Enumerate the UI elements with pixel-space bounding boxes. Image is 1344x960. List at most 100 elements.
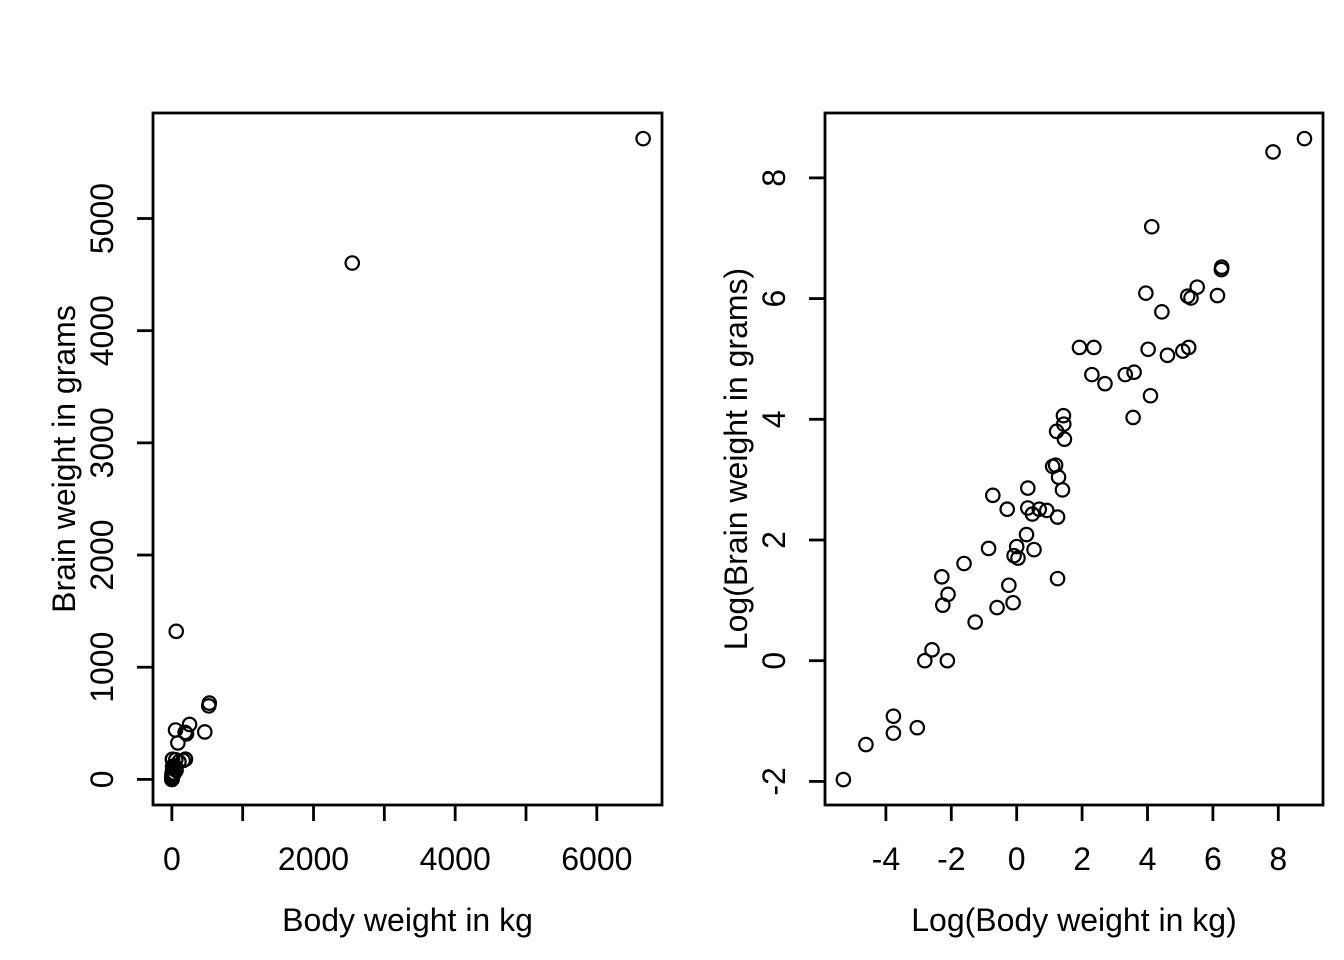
y-axis: 0 1000 2000 3000 4000 5000	[84, 183, 153, 788]
data-point	[1055, 407, 1072, 424]
y-tick-label: 2000	[84, 519, 120, 590]
data-point	[835, 771, 852, 788]
x-tick-label: 0	[163, 841, 181, 877]
x-axis-title: Log(Body weight in kg)	[911, 902, 1237, 938]
data-point	[175, 752, 191, 769]
data-point	[196, 724, 213, 740]
data-point	[164, 771, 180, 787]
data-point	[1125, 409, 1141, 426]
data-point	[1055, 416, 1072, 432]
x-axis-title: Body weight in kg	[282, 902, 533, 938]
data-point	[1140, 341, 1156, 358]
data-point	[164, 765, 180, 782]
data-point	[1175, 343, 1191, 359]
y-axis: -2 0 2 4 6 8	[756, 169, 825, 796]
x-tick-label: 8	[1269, 841, 1287, 877]
data-point	[1024, 506, 1041, 522]
y-tick-label: 6	[756, 290, 792, 308]
y-axis-title: Log(Brain weight in grams)	[718, 268, 754, 650]
data-point	[939, 652, 956, 669]
x-tick-label: 6000	[561, 841, 632, 877]
data-point	[1296, 130, 1313, 147]
x-tick-label: -2	[937, 841, 965, 877]
data-point	[1001, 577, 1017, 594]
x-tick-label: 2000	[278, 841, 349, 877]
data-point	[1026, 541, 1042, 558]
data-point	[909, 719, 926, 736]
data-point	[177, 724, 193, 741]
points-right	[835, 130, 1313, 788]
y-tick-label: 3000	[84, 407, 120, 478]
y-tick-label: 0	[756, 652, 792, 670]
data-point	[885, 708, 902, 725]
panel-left-scatter: 0 2000 4000 6000 0 1000 2000 3000 4000 5000 Body w…	[46, 111, 664, 938]
data-point	[917, 652, 933, 669]
data-point	[1097, 375, 1113, 392]
data-point	[1049, 570, 1066, 587]
data-point	[924, 642, 940, 658]
data-point	[1044, 458, 1061, 475]
data-point	[1005, 594, 1021, 611]
data-point	[1126, 364, 1142, 381]
data-point	[989, 599, 1005, 616]
data-point	[1006, 547, 1022, 564]
data-point	[1159, 347, 1176, 364]
x-tick-label: 4000	[420, 841, 491, 877]
data-point	[1071, 339, 1088, 356]
y-tick-label: 4	[756, 410, 792, 428]
data-point	[635, 130, 651, 147]
data-point	[168, 623, 185, 640]
data-point	[1143, 218, 1160, 235]
data-point	[1209, 287, 1226, 304]
data-point	[1054, 482, 1071, 498]
data-point	[344, 255, 361, 271]
y-tick-label: 1000	[84, 632, 120, 703]
y-tick-label: 4000	[84, 295, 120, 366]
data-point	[170, 735, 186, 751]
data-point	[858, 736, 874, 753]
x-tick-label: 6	[1204, 841, 1222, 877]
data-point	[1117, 366, 1134, 383]
y-tick-label: -2	[756, 767, 792, 795]
data-point	[956, 555, 972, 572]
data-point	[167, 722, 184, 738]
data-point	[1189, 279, 1206, 295]
data-point	[1138, 285, 1154, 301]
data-point	[1084, 366, 1100, 383]
data-point	[1018, 526, 1035, 543]
plot-box	[151, 111, 664, 807]
x-tick-label: 4	[1139, 841, 1157, 877]
data-point	[1213, 259, 1230, 276]
x-tick-label: 2	[1073, 841, 1091, 877]
data-point	[934, 597, 951, 613]
y-tick-label: 8	[756, 169, 792, 187]
data-point	[999, 501, 1016, 518]
x-tick-label: 0	[1008, 841, 1026, 877]
data-point	[1056, 431, 1073, 448]
y-tick-label: 0	[84, 770, 120, 788]
data-point	[181, 716, 198, 733]
data-point	[1038, 502, 1055, 519]
panel-right-scatter: -4 -2 0 2 4 6 8 -2 0 2 4 6 8 Log(Body weight in kg) Lo…	[718, 111, 1325, 938]
data-point	[1008, 538, 1025, 555]
data-point	[1142, 387, 1159, 404]
data-point	[980, 540, 997, 557]
data-point	[1086, 339, 1102, 356]
x-tick-label: -4	[872, 841, 900, 877]
data-point	[967, 614, 983, 630]
data-point	[201, 695, 218, 711]
data-point	[885, 725, 902, 741]
x-axis: -4 -2 0 2 4 6 8	[872, 805, 1287, 877]
x-axis: 0 2000 4000 6000	[163, 805, 632, 877]
plot-box	[823, 111, 1325, 807]
data-point	[1265, 144, 1281, 160]
y-tick-label: 5000	[84, 183, 120, 254]
points-left	[164, 130, 651, 788]
data-point	[1020, 480, 1036, 496]
y-axis-title: Brain weight in grams	[46, 305, 82, 613]
data-point	[1154, 304, 1170, 320]
y-tick-label: 2	[756, 531, 792, 549]
data-point	[985, 487, 1001, 504]
